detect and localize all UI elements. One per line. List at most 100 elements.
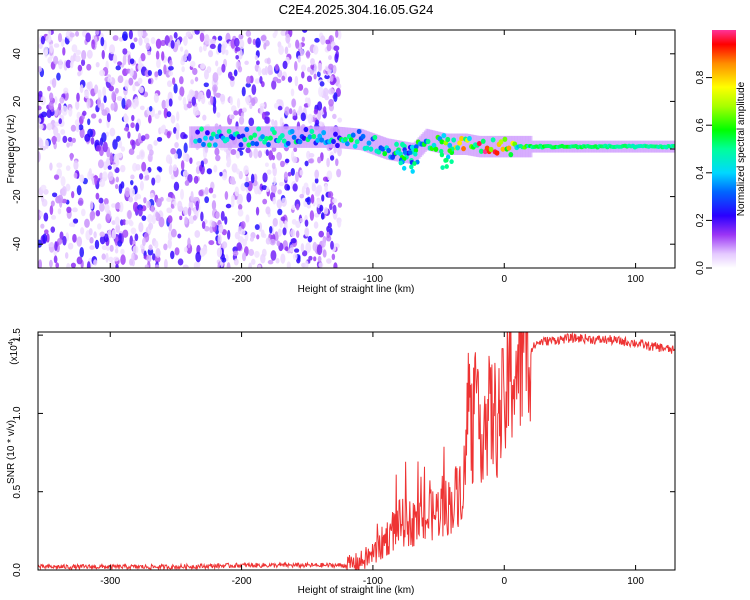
spectrogram-noise-cell	[106, 245, 110, 251]
spectrogram-noise-cell	[241, 107, 247, 113]
spectrogram-ridge-cell	[208, 135, 214, 141]
spectrogram-halo-cell	[283, 126, 287, 148]
spectrogram-noise-cell	[291, 204, 296, 211]
spectrogram-ridge-cell	[382, 151, 388, 157]
spectrogram-noise-cell	[129, 58, 135, 65]
spectrogram-noise-cell	[51, 77, 57, 88]
spectrogram-noise-cell	[312, 45, 319, 55]
spectrogram-halo-cell	[504, 135, 508, 158]
spectrogram-noise-cell	[281, 75, 286, 81]
spectrogram-noise-cell	[266, 169, 272, 175]
spectrogram-noise-cell	[114, 248, 119, 254]
spectrogram-noise-cell	[84, 90, 90, 99]
spectrogram-ridge-cell	[264, 135, 269, 142]
spectrogram-noise-cell	[51, 192, 58, 198]
spectrogram-noise-cell	[131, 114, 135, 122]
spectrogram-noise-cell	[200, 211, 204, 222]
colorbar-gradient	[712, 30, 736, 268]
spectrogram-noise-cell	[51, 136, 58, 144]
spectrogram-ridge-cell	[488, 146, 494, 153]
spectrogram-noise-cell	[219, 93, 226, 103]
spectrogram-noise-cell	[97, 223, 102, 230]
spectrogram-noise-cell	[295, 230, 300, 238]
spectrogram-noise-cell	[79, 174, 85, 183]
spectrogram-noise-cell	[133, 37, 138, 43]
spectrogram-noise-cell	[270, 250, 277, 261]
spectrogram-noise-cell	[105, 252, 109, 263]
spectrogram-noise-cell	[38, 138, 44, 149]
spectrogram-noise-cell	[99, 179, 106, 188]
spectrogram-noise-cell	[111, 220, 116, 225]
spectrogram-noise-cell	[115, 65, 121, 71]
spectrogram-noise-cell	[277, 105, 283, 111]
spectrogram-noise-cell	[175, 129, 180, 140]
spectrogram-ridge-cell	[372, 134, 378, 141]
spectrogram-noise-cell	[108, 85, 114, 92]
spectrogram-noise-cell	[148, 114, 152, 124]
spectrogram-noise-cell	[143, 197, 147, 204]
spectrogram-noise-cell	[299, 169, 304, 176]
spectrogram-x-tick-label: 100	[627, 274, 644, 285]
spectrogram-noise-cell	[203, 69, 209, 80]
spectrogram-noise-cell	[317, 156, 322, 164]
spectrogram-halo-cell	[198, 126, 202, 148]
spectrogram-noise-cell	[260, 229, 265, 238]
spectrogram-y-tick-label: 0	[12, 146, 23, 152]
spectrogram-noise-cell	[165, 98, 169, 109]
spectrogram-noise-cell	[231, 105, 237, 112]
spectrogram-noise-cell	[262, 172, 268, 183]
spectrogram-noise-cell	[132, 162, 138, 172]
spectrogram-tail-cell	[409, 164, 414, 170]
spectrogram-halo-cell	[502, 135, 506, 158]
spectrogram-halo-cell	[417, 137, 421, 159]
spectrogram-noise-cell	[234, 46, 241, 52]
spectrogram-ridge-cell	[311, 133, 317, 140]
spectrogram-noise-cell	[291, 218, 297, 225]
spectrogram-noise-cell	[66, 206, 72, 214]
spectrogram-noise-cell	[254, 78, 261, 84]
spectrogram-noise-cell	[328, 55, 332, 61]
spectrogram-noise-cell	[251, 97, 256, 107]
spectrogram-noise-cell	[230, 180, 237, 185]
spectrogram-noise-cell	[326, 43, 332, 52]
spectrogram-noise-cell	[324, 74, 330, 80]
spectrogram-tail-cell	[413, 151, 418, 157]
spectrogram-noise-cell	[170, 228, 177, 238]
spectrogram-noise-cell	[109, 44, 116, 55]
spectrogram-noise-cell	[187, 174, 193, 183]
spectrogram-noise-cell	[120, 254, 126, 265]
spectrogram-tail-cell	[413, 148, 419, 153]
spectrogram-noise-cell	[113, 101, 118, 112]
spectrogram-noise-cell	[124, 187, 131, 198]
spectrogram-ridge-cell	[193, 138, 199, 144]
spectrogram-y-tick-label: -40	[12, 237, 23, 252]
spectrogram-noise-cell	[105, 213, 111, 223]
spectrogram-noise-cell	[94, 174, 98, 186]
spectrogram-noise-cell	[234, 37, 240, 48]
spectrogram-noise-cell	[213, 86, 217, 97]
spectrogram-noise-cell	[94, 84, 99, 95]
spectrogram-noise-cell	[284, 46, 289, 55]
spectrogram-noise-cell	[245, 96, 251, 104]
spectrogram-ridge-cell	[260, 134, 265, 140]
spectrogram-halo-cell	[327, 126, 331, 148]
spectrogram-halo-cell	[315, 126, 319, 148]
spectrogram-ridge-cell	[250, 140, 256, 146]
spectrogram-noise-cell	[210, 38, 216, 45]
spectrogram-tail-cell	[444, 164, 449, 169]
spectrogram-noise-cell	[257, 264, 262, 268]
spectrogram-noise-cell	[293, 147, 298, 153]
snr-y-label: SNR (10 * v/v)	[6, 420, 17, 484]
spectrogram-noise-cell	[130, 122, 135, 129]
spectrogram-noise-cell	[38, 43, 43, 49]
spectrogram-noise-cell	[284, 106, 290, 116]
spectrogram-noise-cell	[292, 183, 298, 192]
spectrogram-noise-cell	[112, 54, 118, 64]
spectrogram-noise-cell	[336, 168, 342, 178]
spectrogram-noise-cell	[76, 92, 80, 102]
spectrogram-noise-cell	[329, 203, 333, 211]
spectrogram-ridge-cell	[216, 129, 222, 135]
spectrogram-halo-cell	[433, 130, 437, 153]
spectrogram-ridge-cell	[502, 136, 508, 142]
spectrogram-noise-cell	[199, 32, 205, 43]
